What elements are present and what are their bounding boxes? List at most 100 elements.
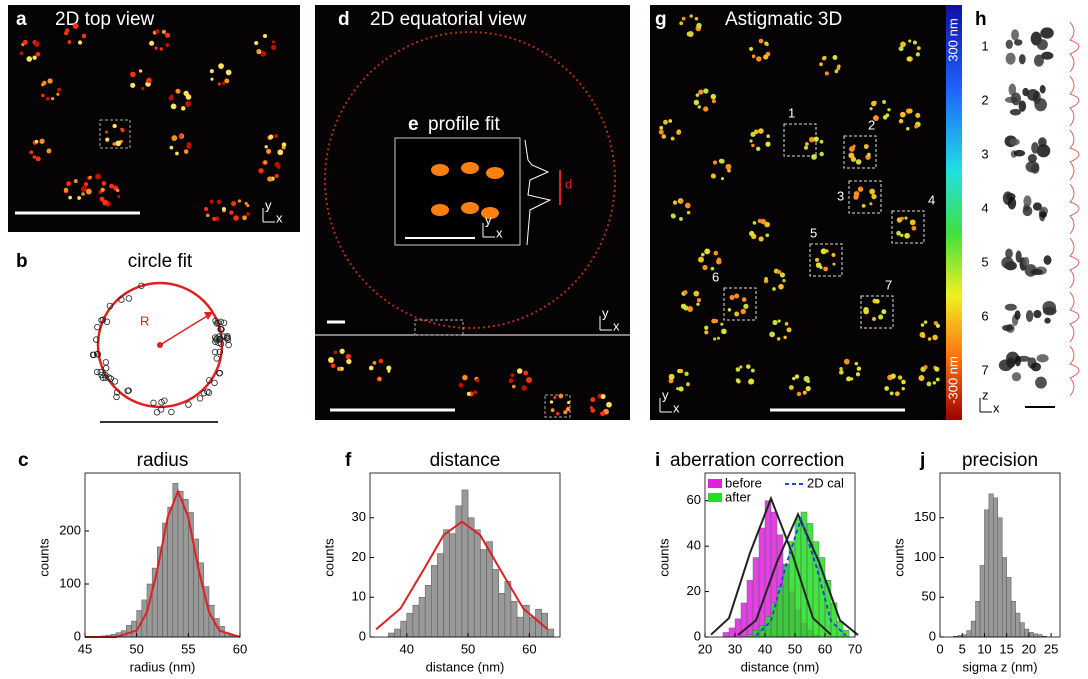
blob — [67, 40, 72, 44]
blob — [88, 175, 92, 179]
blob — [752, 221, 757, 225]
blob — [898, 46, 904, 52]
roi — [843, 135, 877, 169]
blob — [218, 63, 224, 69]
point — [90, 351, 97, 359]
blob — [77, 196, 81, 200]
bar — [1001, 557, 1007, 638]
blob — [276, 164, 281, 169]
blob — [684, 202, 691, 209]
chart-title: radius — [137, 450, 189, 471]
blob — [26, 56, 33, 62]
center — [157, 342, 163, 348]
bar — [467, 517, 475, 638]
bar — [1024, 628, 1030, 638]
blob — [869, 107, 873, 111]
blob — [853, 191, 860, 197]
blob — [735, 367, 741, 372]
blob — [1014, 355, 1022, 367]
blob — [274, 173, 279, 178]
blob — [854, 361, 859, 366]
x-tick-label: 50 — [129, 641, 143, 656]
roi-label: 2 — [868, 117, 875, 132]
blob — [1039, 85, 1046, 94]
blob — [83, 182, 89, 187]
row-label: 2 — [981, 92, 988, 107]
blob — [815, 262, 822, 268]
blob — [508, 378, 514, 384]
blob — [704, 325, 709, 330]
point — [217, 340, 225, 348]
blob — [112, 142, 116, 146]
blob — [713, 250, 719, 256]
blob — [907, 108, 913, 114]
bar — [776, 586, 784, 638]
blob — [852, 144, 856, 148]
blob — [600, 394, 606, 400]
blob — [849, 146, 855, 152]
blob — [204, 206, 209, 211]
blob — [1005, 248, 1013, 259]
blob — [837, 64, 841, 68]
roi — [891, 210, 925, 244]
blob — [915, 112, 921, 119]
blob — [1004, 303, 1017, 311]
row-label: 3 — [981, 146, 988, 161]
blob — [693, 99, 700, 106]
point — [113, 393, 120, 401]
bar — [504, 581, 512, 638]
bar — [492, 569, 499, 638]
axis-glyph-label: y — [602, 305, 609, 320]
bar — [529, 616, 536, 638]
blob — [869, 202, 873, 206]
blob — [703, 88, 709, 94]
blob — [923, 320, 928, 324]
blob — [908, 39, 912, 43]
bar — [975, 600, 981, 638]
blob — [713, 337, 717, 341]
image-g — [650, 5, 946, 420]
blob — [1022, 205, 1033, 217]
blob — [101, 181, 107, 186]
blob — [1005, 52, 1016, 65]
point — [218, 326, 225, 333]
blob — [550, 408, 555, 413]
axis-glyph-label: y — [265, 197, 272, 212]
blob — [563, 410, 568, 415]
point — [204, 388, 211, 395]
blob — [1035, 376, 1047, 389]
blob — [756, 56, 762, 62]
bar — [412, 604, 420, 638]
bar — [131, 620, 137, 638]
blob — [102, 199, 109, 206]
x-tick-label: 20 — [1022, 641, 1036, 656]
blob — [680, 303, 687, 309]
blob — [333, 350, 338, 355]
x-tick-label: 25 — [1044, 641, 1058, 656]
axis-glyph-label: x — [993, 400, 1000, 415]
blob — [46, 148, 52, 154]
blob — [758, 38, 764, 44]
blob — [863, 307, 869, 313]
bar — [1033, 633, 1039, 638]
blob — [927, 337, 932, 341]
blob — [521, 385, 527, 391]
blob — [716, 336, 720, 340]
blob — [565, 406, 571, 412]
point — [125, 295, 133, 302]
blob — [882, 100, 887, 104]
blob — [758, 236, 764, 242]
x-tick-label: 70 — [848, 641, 862, 656]
blob — [901, 379, 906, 385]
bar — [406, 612, 414, 638]
profile — [1069, 129, 1080, 181]
blob — [695, 93, 700, 97]
radius-arrow — [159, 312, 213, 346]
y-tick-label: 40 — [687, 538, 701, 553]
blob — [130, 71, 136, 78]
blob — [846, 376, 852, 382]
y-tick-label: 60 — [687, 492, 701, 507]
y-tick-label: 10 — [352, 589, 366, 604]
bar — [443, 529, 450, 638]
blob — [170, 94, 174, 98]
